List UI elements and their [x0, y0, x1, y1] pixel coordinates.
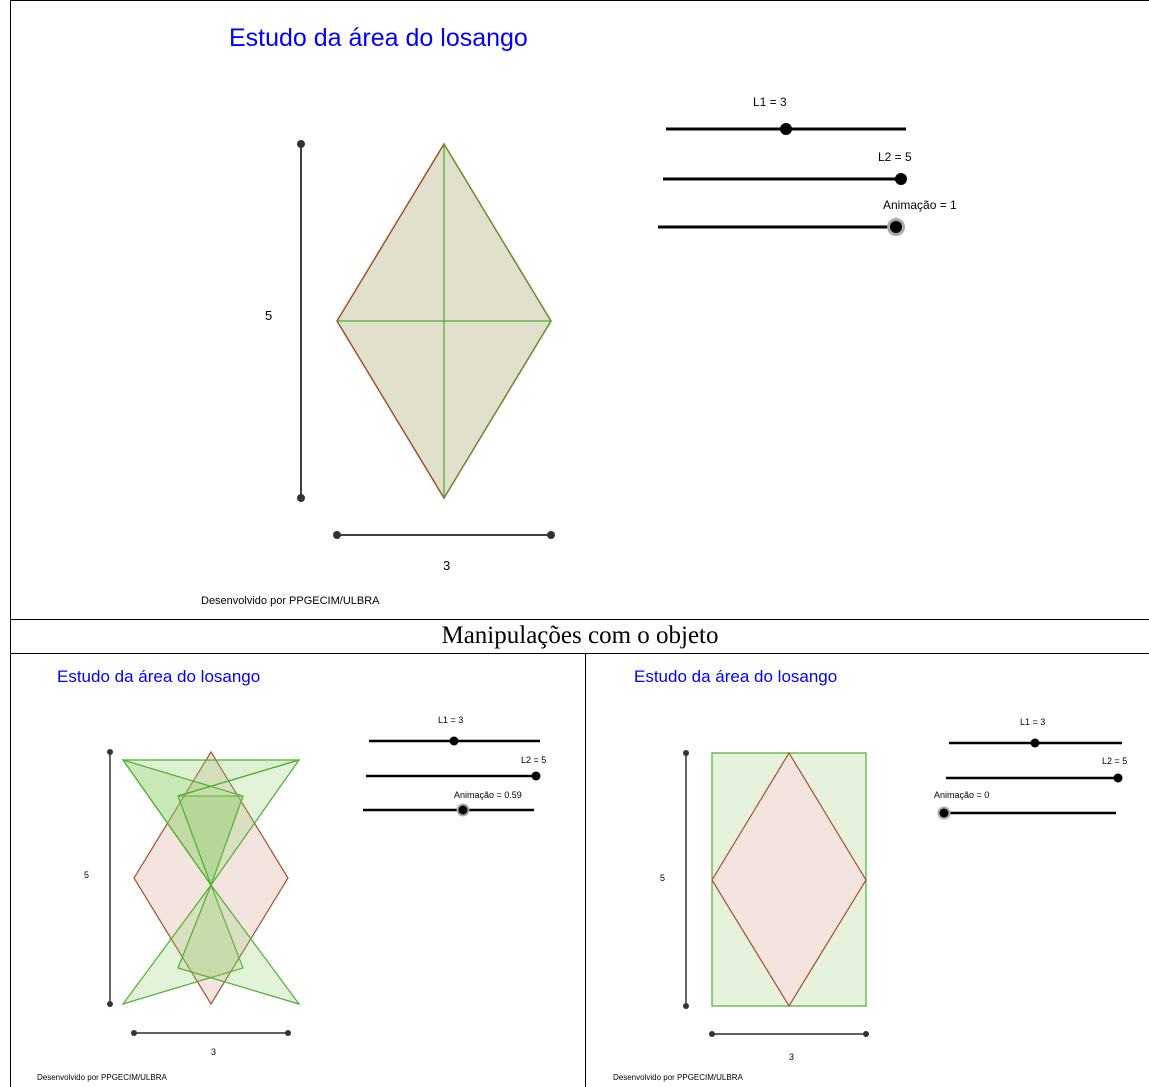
applet-title: Estudo da área do losango: [229, 24, 528, 52]
applet-panel-rectangle: Estudo da área do losango 5 3 L1 = 3 L2 …: [586, 654, 1149, 1087]
vertical-segment-bottom-point[interactable]: [107, 1001, 113, 1007]
slider-l1-knob[interactable]: [1030, 738, 1040, 748]
slider-l2-knob[interactable]: [531, 771, 541, 781]
horizontal-segment-right-point[interactable]: [863, 1031, 869, 1037]
triangle-top-right[interactable]: [177, 758, 301, 887]
vertical-segment-top-point[interactable]: [683, 750, 689, 756]
slider-l2-label: L2 = 5: [1102, 756, 1127, 766]
horizontal-segment-right-point[interactable]: [547, 531, 555, 539]
slider-animation-knob[interactable]: [458, 805, 468, 815]
applet-canvas-animating[interactable]: Estudo da área do losango 5 3 L1 = 3 L2 …: [11, 654, 587, 1087]
slider-animation-label: Animação = 0: [934, 790, 989, 800]
horizontal-measure-label: 3: [211, 1047, 216, 1057]
slider-l1-label: L1 = 3: [753, 95, 787, 109]
credit-text: Desenvolvido por PPGECIM/ULBRA: [37, 1073, 167, 1082]
credit-text: Desenvolvido por PPGECIM/ULBRA: [613, 1073, 743, 1082]
slider-animation-label: Animação = 1: [883, 198, 957, 212]
slider-animation-knob[interactable]: [939, 808, 949, 818]
vertical-segment-top-point[interactable]: [297, 140, 305, 148]
vertical-measure-label: 5: [84, 870, 89, 880]
credit-text: Desenvolvido por PPGECIM/ULBRA: [201, 595, 380, 607]
section-caption: Manipulações com o objeto: [441, 622, 719, 649]
triangle-bottom-left[interactable]: [121, 883, 244, 1006]
slider-animation-label: Animação = 0.59: [454, 790, 522, 800]
horizontal-segment-left-point[interactable]: [131, 1030, 137, 1036]
horizontal-segment-right-point[interactable]: [285, 1030, 291, 1036]
horizontal-segment-left-point[interactable]: [709, 1031, 715, 1037]
slider-l1-knob[interactable]: [449, 736, 459, 746]
applet-title: Estudo da área do losango: [57, 667, 260, 686]
rhombus-shape[interactable]: [133, 750, 289, 1006]
vertical-segment-bottom-point[interactable]: [297, 494, 305, 502]
slider-l1-label: L1 = 3: [1020, 717, 1045, 727]
horizontal-measure-label: 3: [443, 558, 450, 573]
horizontal-segment-left-point[interactable]: [333, 531, 341, 539]
slider-animation-knob[interactable]: [890, 221, 902, 233]
vertical-segment-bottom-point[interactable]: [683, 1003, 689, 1009]
triangle-bottom-right[interactable]: [177, 883, 301, 1006]
applet-panel-animating: Estudo da área do losango 5 3 L1 = 3 L2 …: [10, 654, 586, 1087]
slider-l1-knob[interactable]: [780, 123, 792, 135]
vertical-segment-top-point[interactable]: [107, 749, 113, 755]
applet-main-canvas[interactable]: Estudo da área do losango 5 3 L1 = 3 L2 …: [11, 1, 1149, 621]
vertical-measure-label: 5: [660, 873, 665, 883]
slider-l2-label: L2 = 5: [878, 150, 912, 164]
slider-l2-knob[interactable]: [1113, 773, 1123, 783]
vertical-measure-label: 5: [265, 308, 272, 323]
slider-l2-knob[interactable]: [895, 173, 907, 185]
applet-main-panel: Estudo da área do losango 5 3 L1 = 3 L2 …: [10, 0, 1149, 620]
slider-l1-label: L1 = 3: [438, 715, 463, 725]
slider-l2-label: L2 = 5: [521, 755, 546, 765]
caption-row: Manipulações com o objeto: [10, 620, 1149, 654]
applet-canvas-rectangle[interactable]: Estudo da área do losango 5 3 L1 = 3 L2 …: [586, 654, 1149, 1087]
horizontal-measure-label: 3: [789, 1052, 794, 1062]
applet-title: Estudo da área do losango: [634, 667, 837, 686]
triangle-top-left[interactable]: [121, 758, 244, 887]
rhombus-shape[interactable]: [711, 751, 867, 1008]
